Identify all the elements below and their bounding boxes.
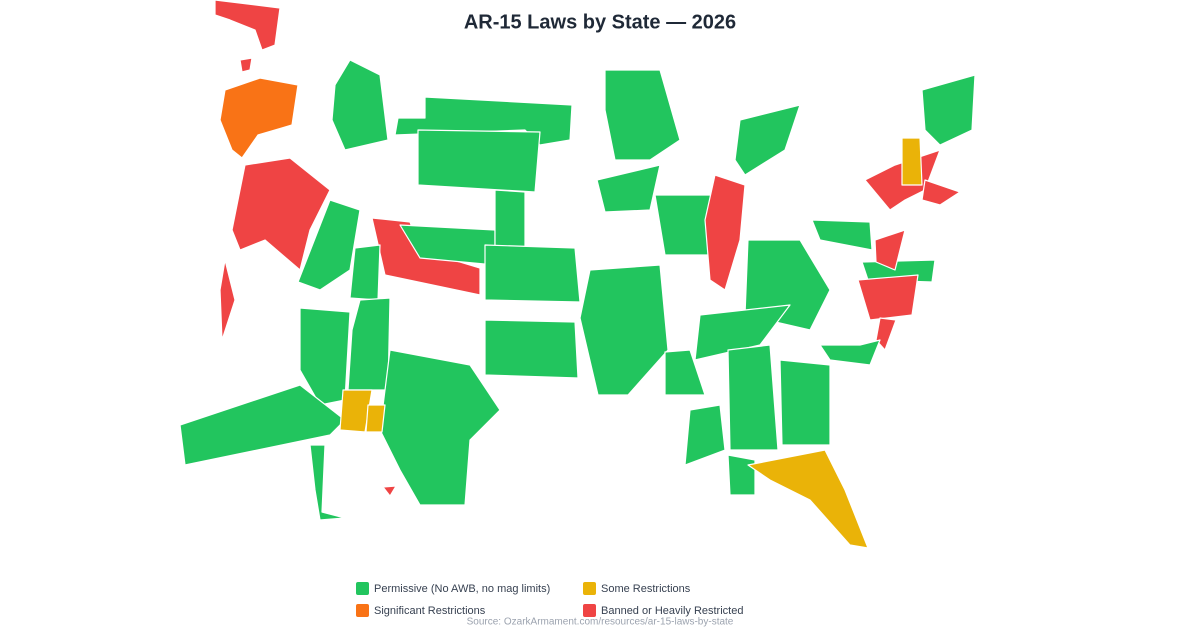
state-shape: [811, 219, 873, 251]
state-shape: [219, 259, 236, 341]
legend-swatch: [356, 582, 369, 595]
state-shape: [747, 449, 869, 549]
state-shape: [347, 297, 391, 391]
state-shape: [231, 157, 331, 271]
legend-label: Permissive (No AWB, no mag limits): [374, 583, 550, 595]
state-shape: [417, 129, 541, 193]
state-shape: [239, 57, 253, 73]
state-shape: [297, 199, 361, 291]
state-shape: [339, 389, 373, 433]
state-shape: [299, 307, 351, 406]
state-shape: [214, 0, 281, 51]
legend-swatch: [356, 604, 369, 617]
state-shape: [779, 359, 831, 446]
state-shape: [684, 404, 726, 466]
state-shape: [596, 164, 661, 213]
legend-label: Some Restrictions: [601, 583, 691, 595]
state-shape: [875, 317, 897, 351]
state-shape: [727, 454, 756, 496]
state-shape: [727, 344, 779, 451]
state-shape: [365, 404, 386, 433]
state-shape: [179, 384, 346, 466]
map-title: AR-15 Laws by State — 2026: [464, 11, 736, 33]
state-shape: [901, 137, 923, 186]
state-shape: [664, 349, 706, 396]
state-shape: [694, 304, 791, 361]
state-shape: [921, 179, 961, 206]
legend-swatch: [583, 604, 596, 617]
source-note: Source: OzarkArmament.com/resources/ar-1…: [467, 617, 734, 628]
state-shape: [379, 349, 501, 506]
state-shape: [819, 339, 881, 366]
state-shape: [349, 244, 381, 301]
state-shape: [921, 74, 976, 146]
state-shape: [331, 59, 389, 151]
state-shape: [704, 174, 746, 291]
legend-label: Banned or Heavily Restricted: [601, 605, 743, 617]
state-shape: [382, 485, 397, 497]
state-shape: [484, 244, 581, 303]
state-shape: [309, 444, 346, 521]
state-shape: [857, 274, 919, 321]
state-shape: [874, 229, 906, 271]
legend: Permissive (No AWB, no mag limits) Some R…: [356, 582, 743, 617]
state-shape: [579, 264, 669, 396]
legend-swatch: [583, 582, 596, 595]
state-shape: [604, 69, 681, 161]
state-shapes: [179, 0, 976, 549]
state-shape: [734, 104, 801, 176]
state-shape: [484, 319, 579, 379]
state-shape: [219, 77, 299, 159]
legend-label: Significant Restrictions: [374, 605, 486, 617]
